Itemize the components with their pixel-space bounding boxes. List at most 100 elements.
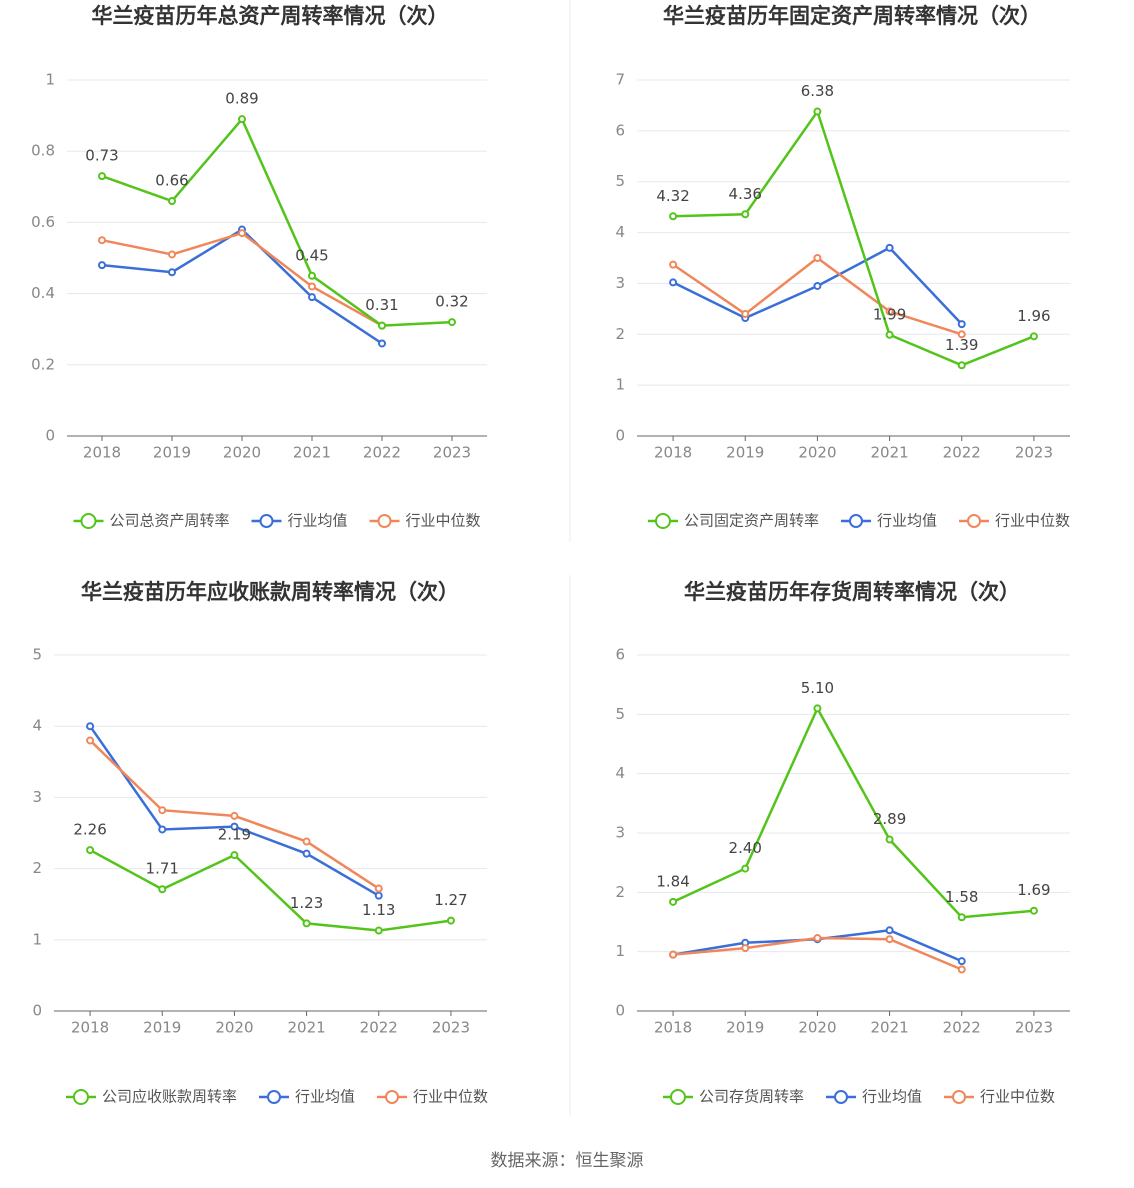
y-tick-label: 0.4 (31, 284, 55, 302)
data-point (98, 236, 106, 245)
x-tick-label: 2020 (223, 444, 261, 462)
data-label: 0.73 (85, 147, 118, 165)
data-label: 0.66 (155, 172, 188, 190)
legend-marker (952, 1090, 967, 1104)
data-label: 2.19 (218, 826, 251, 844)
y-tick-label: 1 (615, 942, 625, 960)
y-tick-label: 2 (32, 859, 42, 877)
legend-label: 行业中位数 (995, 512, 1070, 530)
legend-label: 行业均值 (877, 512, 937, 530)
data-point (1029, 906, 1038, 915)
data-label: 4.36 (729, 185, 762, 203)
data-point (957, 320, 966, 329)
data-point (885, 307, 894, 316)
data-point (885, 926, 894, 935)
data-point (669, 260, 678, 269)
y-tick-label: 5 (615, 172, 625, 190)
data-label: 4.32 (656, 187, 689, 205)
x-tick-label: 2023 (432, 1019, 470, 1037)
data-point (957, 913, 966, 922)
data-point (446, 916, 455, 925)
data-point (374, 884, 383, 893)
data-point (168, 197, 176, 206)
series-line (89, 848, 452, 932)
data-point (98, 261, 106, 270)
y-tick-label: 4 (615, 223, 625, 241)
legend-marker (848, 514, 863, 528)
data-label: 1.69 (1017, 881, 1050, 899)
data-point (230, 811, 239, 820)
x-tick-label: 2022 (360, 1019, 398, 1037)
data-point (168, 250, 176, 259)
legend-label: 公司固定资产周转率 (684, 512, 819, 530)
series-line (101, 231, 383, 327)
data-point (885, 835, 894, 844)
y-tick-label: 0 (45, 427, 55, 445)
x-tick-label: 2023 (1015, 444, 1053, 462)
legend-label: 行业中位数 (413, 1088, 488, 1106)
data-point (741, 944, 750, 953)
data-point (885, 243, 894, 252)
series-line (673, 108, 1035, 367)
data-label: 0.89 (225, 90, 258, 108)
x-tick-label: 2023 (1015, 1019, 1053, 1037)
legend-label: 行业均值 (862, 1088, 922, 1106)
data-label: 6.38 (801, 82, 834, 100)
data-point (1029, 332, 1038, 341)
legend-marker (80, 513, 97, 529)
data-point (302, 849, 311, 858)
legend: 公司存货周转率 行业均值 行业中位数 (662, 1088, 1055, 1106)
x-tick-label: 2018 (83, 444, 121, 462)
data-point (374, 891, 383, 900)
data-point (957, 330, 966, 339)
y-tick-label: 3 (615, 274, 625, 292)
data-point (374, 926, 383, 935)
y-tick-label: 0 (615, 427, 625, 445)
data-point (669, 950, 678, 959)
data-point (86, 722, 95, 731)
x-tick-label: 2022 (943, 1019, 981, 1037)
x-tick-label: 2018 (654, 444, 692, 462)
legend-marker (833, 1090, 848, 1104)
x-tick-label: 2018 (71, 1019, 109, 1037)
data-point (813, 107, 822, 116)
data-point (378, 321, 386, 330)
y-tick-label: 0.2 (31, 355, 55, 373)
y-tick-label: 7 (615, 71, 625, 89)
legend-marker (967, 514, 982, 528)
data-point (302, 919, 311, 928)
y-tick-label: 0 (32, 1002, 42, 1020)
legend-marker (259, 514, 274, 528)
legend-label: 公司应收账款周转率 (102, 1088, 237, 1106)
y-tick-label: 0.8 (31, 142, 55, 160)
legend-label: 行业均值 (287, 512, 347, 530)
data-point (813, 281, 822, 290)
data-label: 1.96 (1017, 307, 1050, 325)
legend-marker (385, 1090, 400, 1104)
data-label: 0.32 (435, 293, 468, 311)
data-point (813, 704, 822, 713)
data-label: 1.39 (945, 336, 978, 354)
data-point (378, 339, 386, 348)
chart-title: 华兰疫苗历年存货周转率情况（次） (684, 580, 1020, 604)
data-point (168, 268, 176, 277)
data-point (885, 935, 894, 944)
legend-marker (654, 513, 671, 529)
x-tick-label: 2021 (293, 444, 331, 462)
x-tick-label: 2022 (943, 444, 981, 462)
x-tick-label: 2021 (870, 1019, 908, 1037)
x-tick-label: 2019 (726, 444, 764, 462)
y-tick-label: 0.6 (31, 213, 55, 231)
legend-label: 行业均值 (295, 1088, 355, 1106)
data-point (230, 822, 239, 831)
data-point (957, 965, 966, 974)
source: 数据来源：恒生聚源 (491, 1151, 644, 1171)
legend-marker (669, 1089, 686, 1105)
data-label: 1.23 (290, 894, 323, 912)
data-label: 2.40 (729, 839, 762, 857)
x-tick-label: 2020 (798, 444, 836, 462)
y-tick-label: 6 (615, 121, 625, 139)
data-point (98, 172, 106, 181)
y-tick-label: 1 (615, 376, 625, 394)
series-line (101, 116, 453, 327)
